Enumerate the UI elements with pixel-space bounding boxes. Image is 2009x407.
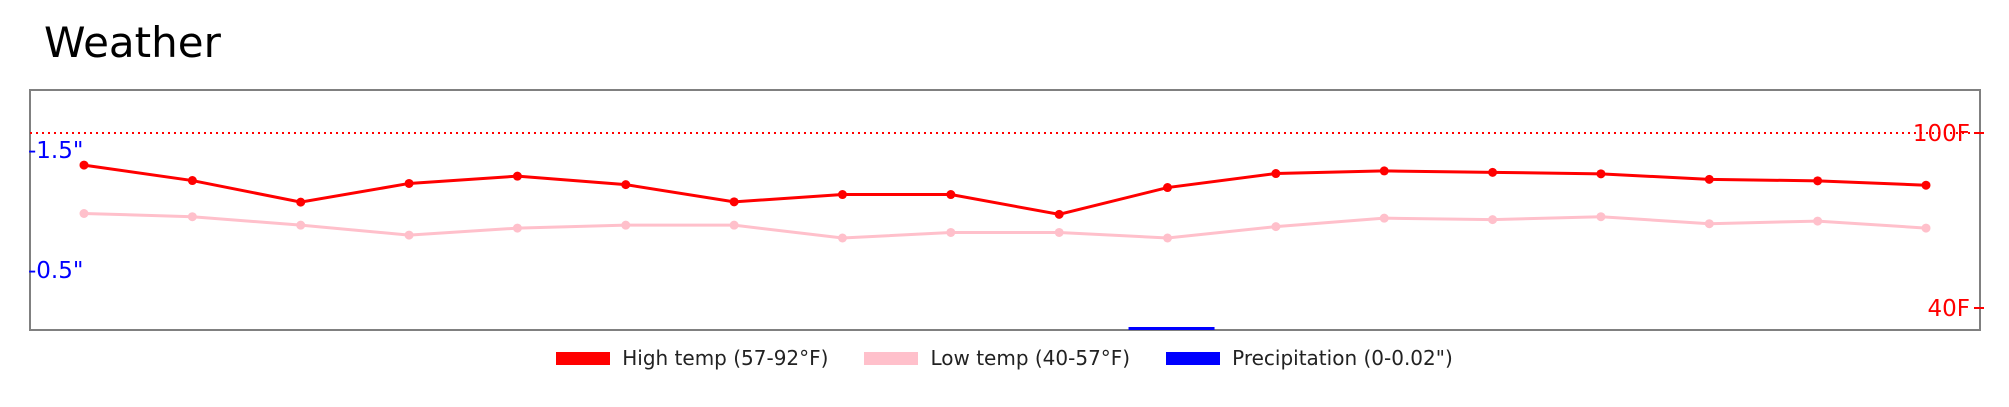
high-temp-points: [79, 160, 1931, 219]
tick-labels: 100F 40F -1.5" -0.5": [28, 121, 1984, 322]
low-temp-point-12: [1271, 222, 1281, 232]
high-temp-point-16: [1704, 174, 1714, 184]
low-temp-point-5: [512, 223, 522, 233]
low-temp-point-4: [404, 230, 414, 240]
low-temp-point-11: [1163, 233, 1173, 243]
legend-swatch-high: [556, 351, 611, 365]
high-temp-point-6: [621, 180, 631, 190]
precipitation-tick-label-1: -1.5": [28, 138, 83, 164]
low-temp-point-16: [1704, 219, 1714, 229]
high-temp-point-11: [1163, 183, 1173, 193]
legend-item-high: High temp (57-92°F): [556, 346, 828, 370]
low-temp-point-10: [1054, 227, 1064, 237]
weather-chart: 100F 40F -1.5" -0.5": [28, 89, 1984, 331]
low-temp-point-17: [1813, 216, 1823, 226]
high-temp-point-7: [729, 197, 739, 207]
low-temp-point-6: [621, 220, 631, 230]
plot-frame: [29, 89, 1981, 331]
chart-title: Weather: [44, 18, 221, 67]
temperature-tick-label-1: 100F: [1913, 121, 1970, 147]
legend: High temp (57-92°F) Low temp (40-57°F) P…: [0, 343, 2009, 373]
high-temp-point-15: [1596, 169, 1606, 179]
high-temp-point-5: [512, 171, 522, 181]
high-temp-point-13: [1379, 166, 1389, 176]
low-temp-point-14: [1488, 215, 1498, 225]
low-temp-point-1: [79, 209, 89, 218]
high-temp-point-4: [404, 178, 414, 188]
legend-label-low: Low temp (40-57°F): [930, 346, 1131, 370]
high-temp-line: [83, 163, 1927, 216]
temperature-tick-label-2: 40F: [1928, 296, 1971, 322]
low-temp-point-15: [1596, 212, 1606, 222]
low-temp-point-3: [296, 220, 306, 230]
legend-label-high: High temp (57-92°F): [622, 346, 829, 370]
precipitation-tick-label-2: -0.5": [28, 258, 83, 284]
precipitation-bar-11: [1128, 327, 1215, 330]
legend-item-precipitation: Precipitation (0-0.02"): [1166, 346, 1453, 370]
legend-swatch-precipitation: [1166, 351, 1221, 365]
high-temp-point-14: [1488, 167, 1498, 177]
high-temp-point-8: [837, 190, 847, 200]
high-temp-point-12: [1271, 169, 1281, 179]
low-temp-point-2: [187, 212, 197, 222]
high-temp-point-2: [187, 176, 197, 186]
legend-swatch-low: [864, 351, 919, 365]
precipitation-bars: [1128, 327, 1215, 330]
high-temp-point-3: [296, 197, 306, 207]
low-temp-point-9: [946, 227, 956, 237]
high-temp-point-10: [1054, 209, 1064, 219]
low-temp-point-13: [1379, 213, 1389, 223]
low-temp-point-8: [837, 233, 847, 243]
high-temp-point-18: [1921, 180, 1931, 190]
low-temp-points: [79, 209, 1931, 243]
low-temp-line: [83, 212, 1927, 240]
low-temp-point-7: [729, 220, 739, 230]
high-temp-point-9: [946, 190, 956, 200]
high-temp-point-1: [79, 160, 89, 170]
high-temp-point-17: [1813, 176, 1823, 186]
low-temp-point-18: [1921, 223, 1931, 233]
legend-item-low: Low temp (40-57°F): [864, 346, 1130, 370]
legend-label-precipitation: Precipitation (0-0.02"): [1232, 346, 1453, 370]
